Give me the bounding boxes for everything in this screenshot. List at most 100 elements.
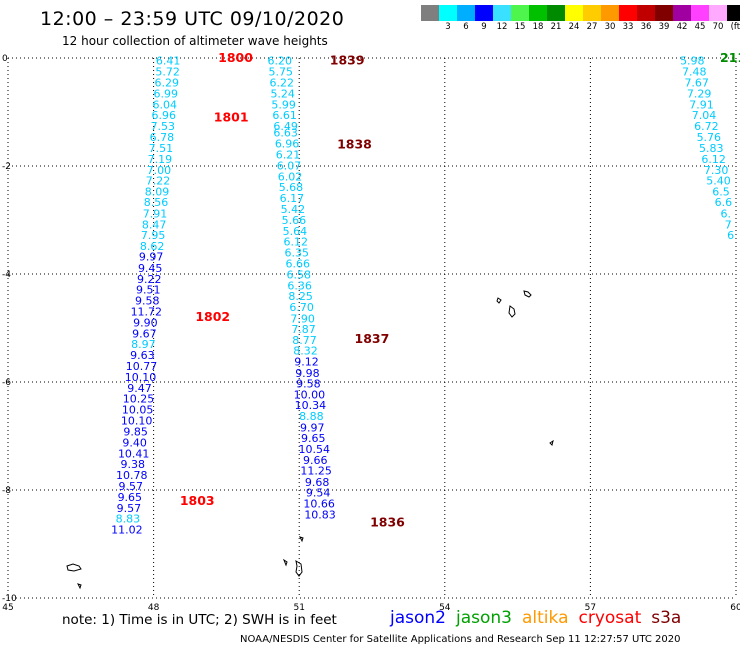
wave-height-value: 8.25 xyxy=(288,290,313,303)
island-outline xyxy=(282,558,288,567)
wave-height-value: 9.40 xyxy=(122,436,147,449)
lat-tick-label: -2 xyxy=(2,162,11,172)
wave-height-value: 10.77 xyxy=(126,360,158,373)
lat-tick-label: -4 xyxy=(2,270,11,280)
wave-height-value: 7.04 xyxy=(692,109,717,122)
land-outlines xyxy=(66,290,554,590)
wave-height-value: 8.56 xyxy=(144,196,169,209)
wave-height-value: 6.29 xyxy=(154,76,179,89)
island-outline xyxy=(66,563,82,572)
wave-height-value: 9.22 xyxy=(137,273,162,286)
wave-height-value: 6.17 xyxy=(280,192,305,205)
legend-swatch xyxy=(529,5,547,21)
lat-tick-label: -10 xyxy=(2,594,17,604)
map-subtitle: 12 hour collection of altimeter wave hei… xyxy=(62,34,328,48)
legend-label: 3 xyxy=(445,22,451,32)
legend-label: 15 xyxy=(514,22,526,32)
legend-swatch xyxy=(439,5,457,21)
wave-height-value: 9.67 xyxy=(132,327,157,340)
wave-height-value: 10.78 xyxy=(116,469,148,482)
legend-swatch xyxy=(475,5,493,21)
wave-height-value: 6.58 xyxy=(286,269,311,282)
altimeter-tracks: 6.415.726.296.996.046.967.536.787.517.19… xyxy=(111,50,740,536)
wave-height-value: 7 xyxy=(725,218,732,231)
satellite-name: jason2 xyxy=(390,608,446,628)
wave-height-value: 6 xyxy=(727,229,734,242)
island-outline xyxy=(295,559,303,577)
legend-label: 39 xyxy=(658,22,670,32)
wave-height-value: 7.95 xyxy=(141,229,166,242)
satellite-name: jason3 xyxy=(456,608,512,628)
wave-height-value: 6.6 xyxy=(715,196,733,209)
legend-label: 18 xyxy=(532,22,544,32)
legend-swatch xyxy=(619,5,637,21)
legend-label: 36 xyxy=(640,22,652,32)
wave-height-value: 10.05 xyxy=(122,404,154,417)
wave-height-value: 10.25 xyxy=(123,393,155,406)
pass-time-label: 1801 xyxy=(214,109,249,124)
wave-height-value: 7.00 xyxy=(147,164,172,177)
wave-height-value: 9.68 xyxy=(305,476,330,489)
wave-height-value: 8.83 xyxy=(116,513,141,526)
legend-swatch xyxy=(547,5,565,21)
wave-height-value: 9.57 xyxy=(117,502,142,515)
wave-height-value: 11.25 xyxy=(300,465,332,478)
pass-time-label: 1838 xyxy=(337,136,372,151)
wave-height-value: 7.51 xyxy=(149,142,174,155)
wave-height-value: 6.12 xyxy=(284,236,309,249)
wave-height-value: 7.48 xyxy=(682,66,707,79)
legend-label: 27 xyxy=(586,22,598,32)
wave-height-value: 10.83 xyxy=(304,508,336,521)
wave-height-value: 9.58 xyxy=(296,378,321,391)
wave-height-value: 9.38 xyxy=(120,458,145,471)
wave-height-value: 8.97 xyxy=(131,338,156,351)
wave-height-value: 9.57 xyxy=(119,480,144,493)
island-outline xyxy=(299,536,304,543)
altimeter-track: 6.415.726.296.996.046.967.536.787.517.19… xyxy=(111,50,253,536)
wave-height-value: 6.78 xyxy=(150,131,175,144)
wave-height-value: 5.66 xyxy=(282,214,307,227)
pass-time-label: 1839 xyxy=(330,53,365,68)
lat-tick-label: -6 xyxy=(2,378,11,388)
lon-tick-label: 51 xyxy=(293,603,304,610)
wave-height-value: 10.10 xyxy=(121,414,153,427)
legend-swatch xyxy=(457,5,475,21)
wave-height-value: 7.67 xyxy=(684,76,709,89)
wave-height-value: 9.45 xyxy=(138,262,163,275)
pass-time-label: 1836 xyxy=(370,514,405,529)
wave-height-value: 6.36 xyxy=(287,279,312,292)
lon-tick-label: 57 xyxy=(585,603,596,610)
wave-height-value: 5.24 xyxy=(270,88,295,101)
wave-height-value: 6.49 xyxy=(273,120,298,133)
legend-swatch xyxy=(583,5,601,21)
wave-height-value: 7.90 xyxy=(290,312,315,325)
legend-label: 12 xyxy=(496,22,508,32)
wave-height-value: 6.70 xyxy=(289,301,314,314)
wave-height-value: 5.68 xyxy=(279,181,304,194)
wave-height-value: 9.65 xyxy=(118,491,143,504)
wave-height-value: 6.21 xyxy=(276,149,301,162)
wave-height-value: 5.98 xyxy=(680,55,705,68)
pass-time-label: 1802 xyxy=(195,309,230,324)
pass-time-label: 1837 xyxy=(355,331,390,346)
legend-label: 30 xyxy=(604,22,616,32)
satellite-name: s3a xyxy=(651,608,682,628)
wave-height-value: 9.51 xyxy=(136,284,161,297)
wave-height-map: 45 48 51 54 57 600-2-4-6-8-10 6.415.726.296.9… xyxy=(2,50,740,610)
wave-height-value: 7.91 xyxy=(143,208,168,221)
wave-height-value: 6.20 xyxy=(268,55,293,68)
wave-height-value: 10.41 xyxy=(118,447,150,460)
wave-height-value: 11.02 xyxy=(111,523,143,536)
legend-label: 33 xyxy=(622,22,634,32)
wave-height-value: 6.61 xyxy=(272,109,297,122)
wave-height-value: 8.77 xyxy=(292,334,317,347)
island-outline xyxy=(523,290,532,298)
legend-swatch xyxy=(601,5,619,21)
wave-height-value: 9.97 xyxy=(139,251,164,264)
wave-height-value: 6.02 xyxy=(278,170,303,183)
wave-height-value: 9.47 xyxy=(127,382,152,395)
lon-tick-label: 45 xyxy=(2,603,13,610)
lon-tick-label: 60 xyxy=(730,603,740,610)
wave-height-value: 6.66 xyxy=(285,258,310,271)
wave-height-value: 6.22 xyxy=(269,76,294,89)
